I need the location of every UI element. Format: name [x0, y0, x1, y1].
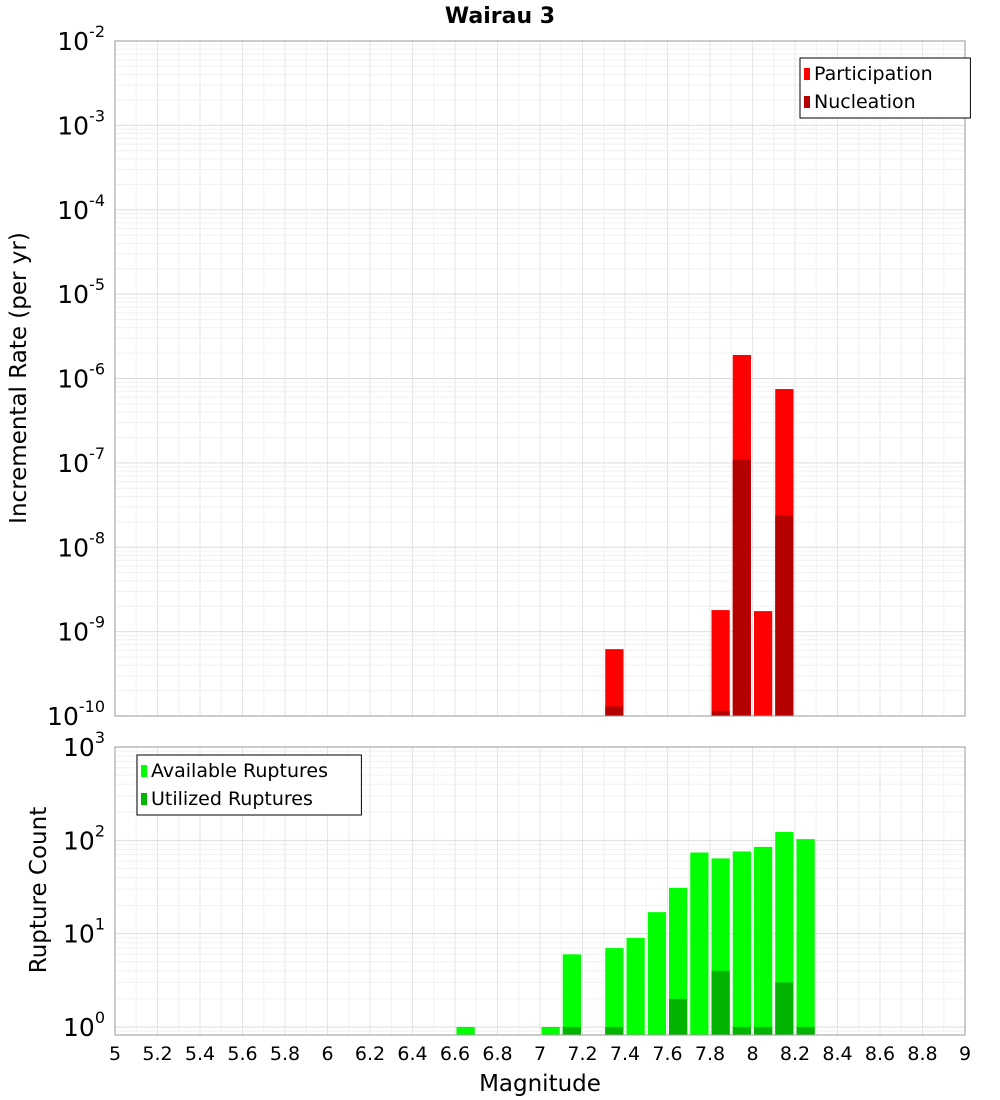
count-bar-overlay: [796, 1026, 815, 1035]
rate-y-tick-label: 10-4: [57, 191, 105, 225]
count-series-utilized-ruptures: [562, 970, 815, 1035]
count-bar-overlay: [775, 982, 794, 1035]
x-tick-label: 6.6: [440, 1043, 470, 1065]
rate-legend-swatch: [804, 96, 810, 108]
rate-y-tick-label: 10-5: [57, 275, 105, 309]
count-y-tick-label: 100: [63, 1008, 105, 1042]
count-bar-overlay: [605, 1026, 624, 1035]
rate-bar-overlay: [732, 459, 751, 716]
rate-legend: Participation Nucleation: [799, 57, 971, 119]
x-tick-label: 5: [109, 1043, 121, 1065]
x-tick-label: 7: [534, 1043, 546, 1065]
count-bar-primary: [796, 839, 815, 1035]
x-tick-label: 7.6: [652, 1043, 682, 1065]
count-legend: Available Ruptures Utilized Ruptures: [136, 754, 362, 816]
count-legend-label: Utilized Ruptures: [151, 788, 313, 810]
x-tick-label: 6: [321, 1043, 333, 1065]
x-tick-label: 5.8: [270, 1043, 300, 1065]
rate-legend-label: Participation: [814, 63, 933, 85]
count-bar-primary: [562, 954, 581, 1035]
x-tick-label: 9: [959, 1043, 971, 1065]
rate-y-tick-label: 10-8: [57, 528, 105, 562]
count-bar-primary: [605, 948, 624, 1035]
count-bar-primary: [647, 912, 666, 1035]
rate-y-tick-label: 10-6: [57, 360, 105, 394]
x-tick-label: 8.2: [780, 1043, 810, 1065]
count-plot-border: [114, 746, 966, 1036]
rate-plot-border: [114, 40, 966, 717]
x-tick-label: 6.8: [482, 1043, 512, 1065]
x-tick-label: 6.2: [355, 1043, 385, 1065]
count-legend-swatch: [141, 765, 147, 777]
rate-bar-overlay: [605, 706, 624, 716]
rate-legend-box: [799, 57, 971, 119]
x-tick-label: 7.8: [695, 1043, 725, 1065]
x-tick-label: 8: [746, 1043, 758, 1065]
count-bar-primary: [732, 851, 751, 1035]
count-bar-primary: [456, 1026, 475, 1035]
rate-gridlines: [114, 40, 966, 717]
x-axis-label: Magnitude: [479, 1071, 601, 1097]
x-tick-label: 5.6: [227, 1043, 257, 1065]
rate-bar-overlay: [775, 515, 794, 716]
x-tick-label: 8.8: [907, 1043, 937, 1065]
rate-panel: 10-10 10-9 10-8 10-7 10-6 10-5 10-4 10-3 10-2 Par…: [47, 22, 971, 731]
count-legend-label: Available Ruptures: [151, 760, 328, 782]
count-bar-overlay: [562, 1026, 581, 1035]
rate-y-tick-label: 10-9: [57, 613, 105, 647]
count-bar-overlay: [711, 970, 730, 1035]
count-bar-primary: [669, 887, 688, 1035]
x-tick-label: 7.2: [567, 1043, 597, 1065]
rate-bar-primary: [711, 610, 730, 716]
x-tick-label: 7.4: [610, 1043, 640, 1065]
x-tick-label: 8.4: [822, 1043, 852, 1065]
count-y-tick-label: 102: [63, 821, 105, 855]
rate-y-axis-label: Incremental Rate (per yr): [6, 232, 32, 524]
count-bar-primary: [754, 846, 773, 1035]
x-tick-label: 5.4: [185, 1043, 215, 1065]
rate-legend-label: Nucleation: [814, 91, 916, 113]
rate-y-tick-label: 10-7: [57, 444, 105, 478]
count-series-available-ruptures: [456, 831, 815, 1035]
rate-y-tick-label: 10-3: [57, 106, 105, 140]
count-bar-overlay: [754, 1026, 773, 1035]
rate-bar-primary: [754, 611, 773, 716]
count-bar-primary: [541, 1026, 560, 1035]
x-tick-label: 8.6: [865, 1043, 895, 1065]
count-bar-primary: [626, 937, 645, 1035]
count-legend-swatch: [141, 793, 147, 805]
rate-bar-primary: [605, 649, 624, 716]
x-tick-label: 5.2: [142, 1043, 172, 1065]
count-panel: 100 101 102 103 Available Ruptures Utilized R…: [63, 728, 971, 1065]
rate-bar-overlay: [711, 710, 730, 716]
rate-series-nucleation: [605, 459, 794, 716]
rate-y-tick-label: 10-10: [47, 697, 105, 731]
rate-legend-swatch: [804, 68, 810, 80]
rate-y-tick-label: 10-2: [57, 22, 105, 56]
count-bar-overlay: [669, 998, 688, 1035]
count-bar-overlay: [732, 1026, 751, 1035]
count-y-axis-label: Rupture Count: [26, 807, 52, 973]
count-y-tick-label: 103: [63, 728, 105, 762]
x-tick-label: 6.4: [397, 1043, 427, 1065]
chart-title: Wairau 3: [445, 4, 555, 29]
count-legend-box: [136, 754, 362, 816]
count-bar-primary: [690, 852, 709, 1035]
count-y-tick-label: 101: [63, 915, 105, 949]
